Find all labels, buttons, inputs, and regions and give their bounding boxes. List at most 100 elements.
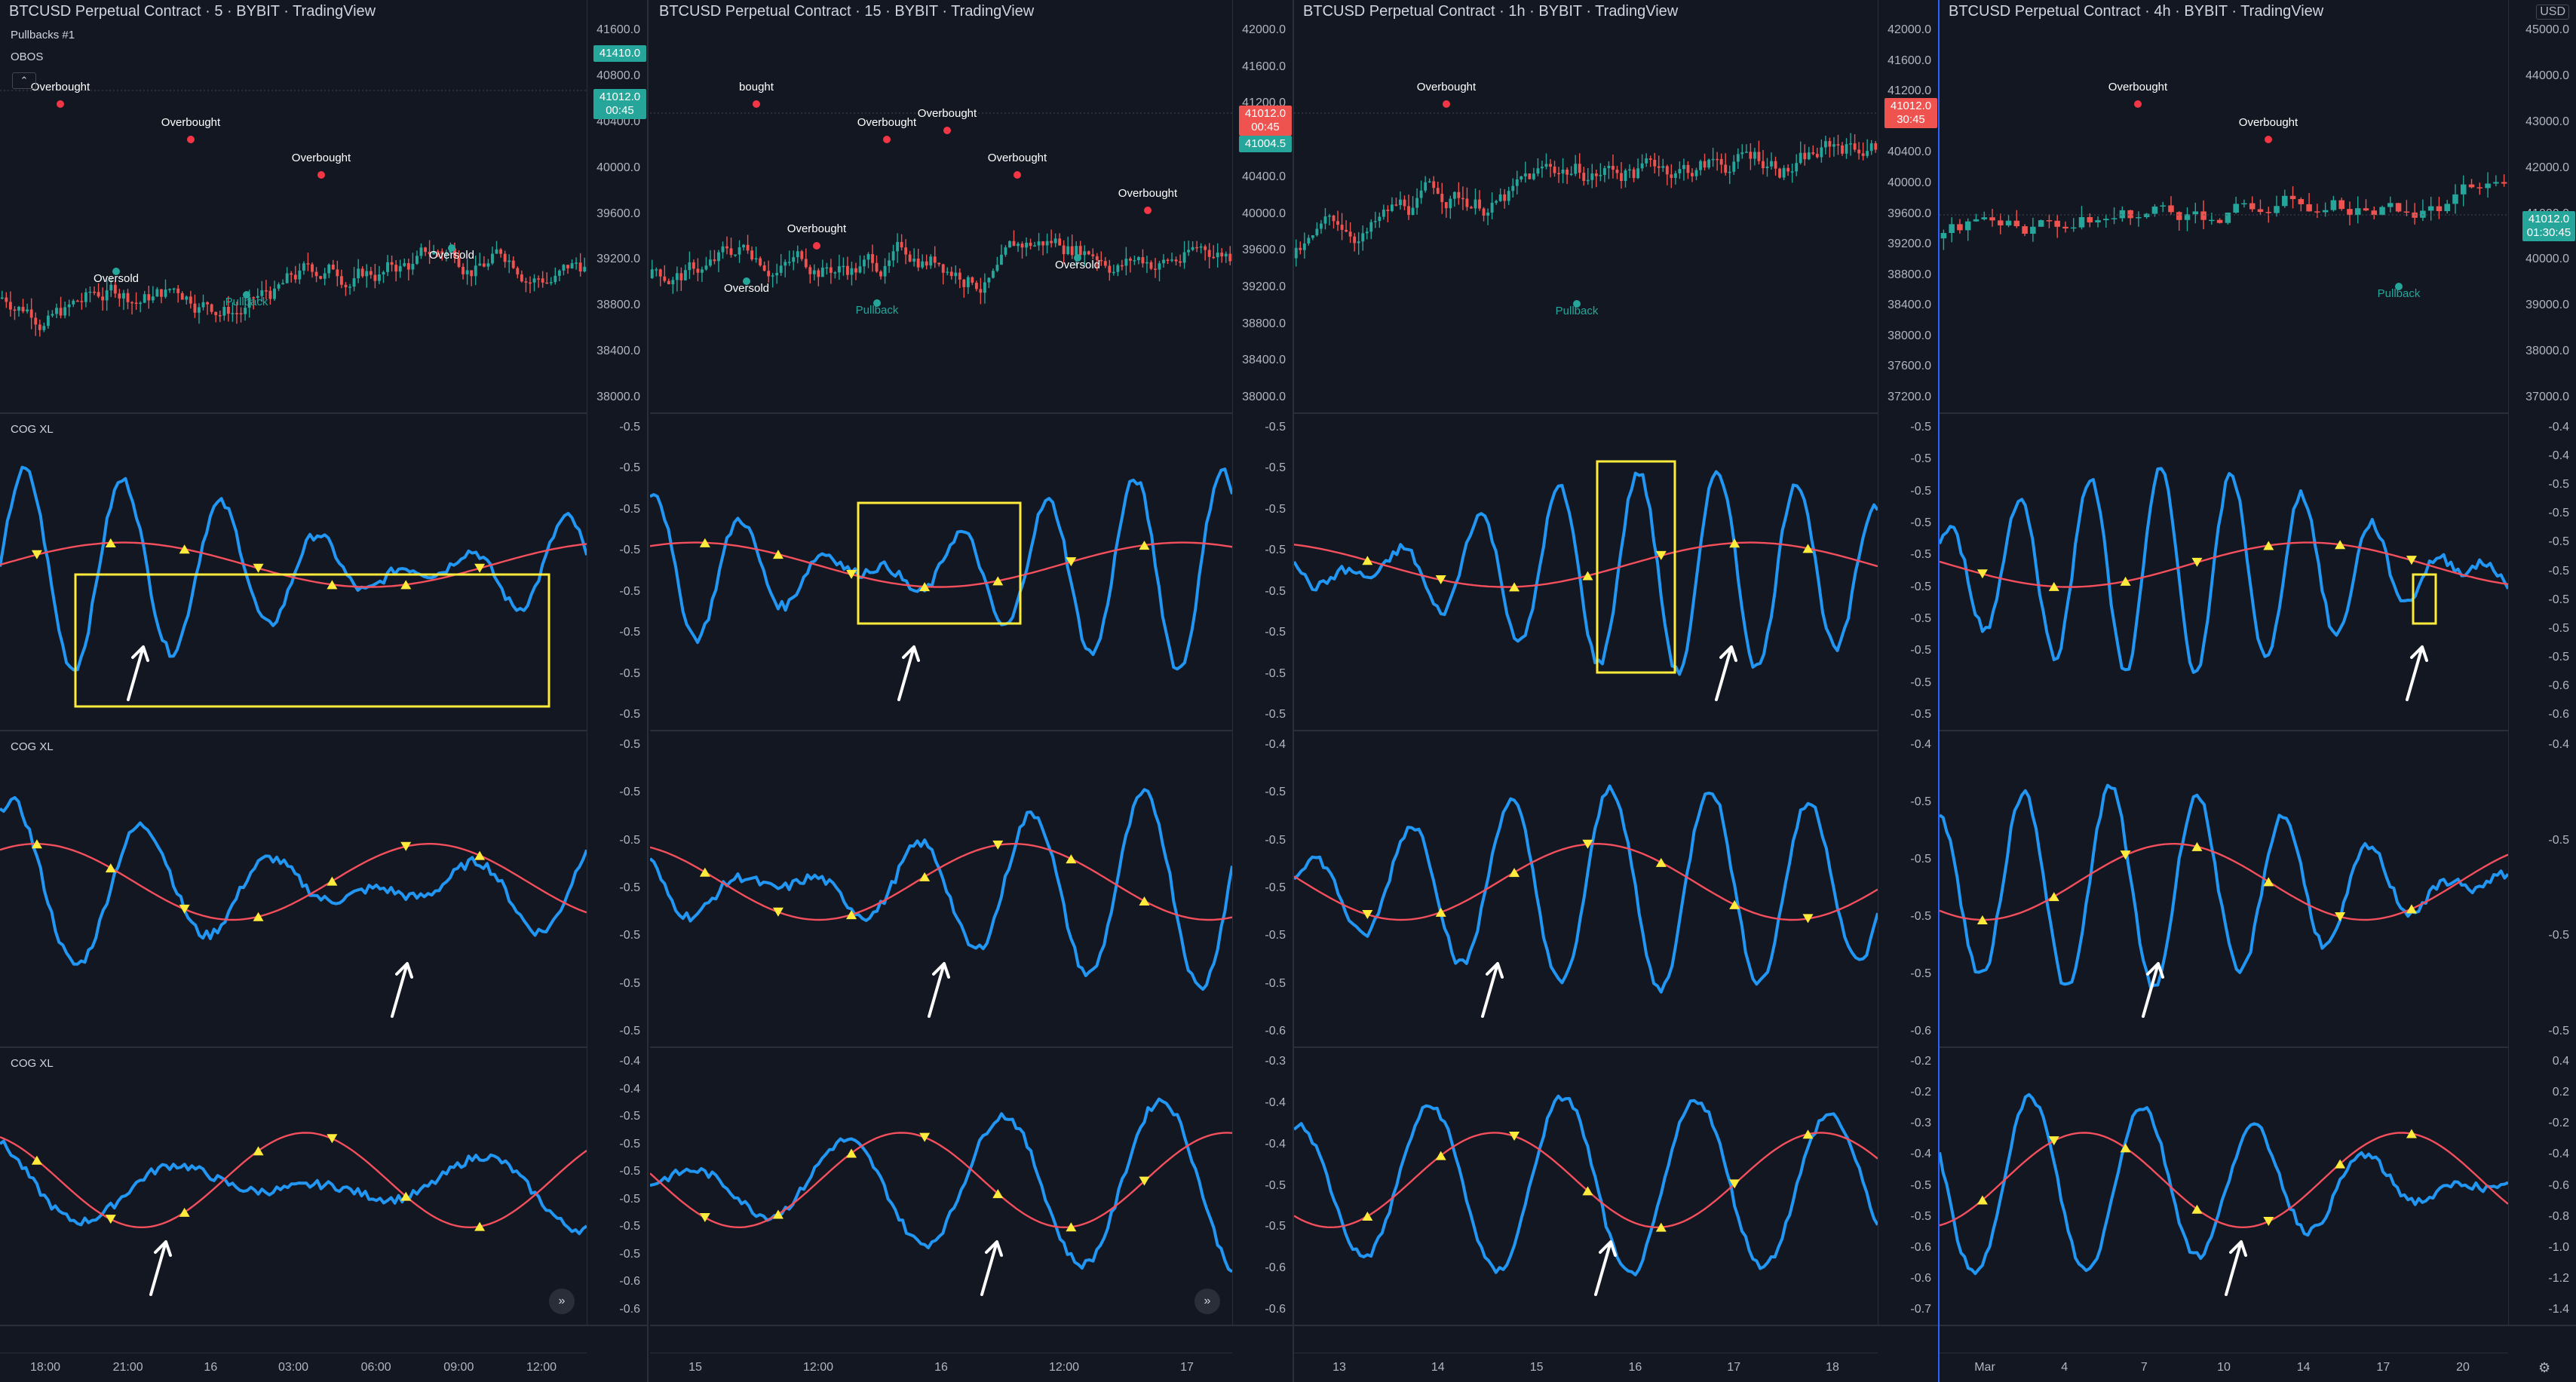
- bullish-cross-marker: [2120, 1143, 2131, 1153]
- price-scale[interactable]: 41600.0 40800.0 40400.0 40000.0 39600.0 39200…: [587, 0, 647, 412]
- chart-title[interactable]: BTCUSD Perpetual Contract · 1h · BYBIT ·…: [1303, 3, 1679, 20]
- oscillator-pane-2[interactable]: -0.5 -0.5 -0.5 -0.5 -0.5 -0.5 -0.5 COG XL: [0, 730, 647, 1048]
- candle-body: [974, 283, 978, 290]
- oscillator-pane-3[interactable]: 0.4 0.2 -0.2 -0.4 -0.6 -0.8 -1.0 -1.2 -1.4: [1940, 1046, 2576, 1326]
- price-plot[interactable]: Overbought Overbought Overbought Oversold Ov…: [0, 0, 587, 412]
- signal-label: Overbought: [857, 116, 917, 129]
- time-tick-label: 12:00: [802, 1361, 834, 1374]
- chevron-up-icon[interactable]: ⌃: [12, 72, 36, 89]
- candle-body: [1553, 166, 1556, 173]
- candle-body: [933, 256, 937, 263]
- price-scale[interactable]: -0.2 -0.2 -0.3 -0.4 -0.5 -0.5 -0.6 -0.6 -0.7: [1878, 1046, 1938, 1325]
- oscillator-pane-3[interactable]: -0.3 -0.4 -0.4 -0.5 -0.5 -0.6 -0.6 »: [650, 1046, 1293, 1326]
- chart-title[interactable]: BTCUSD Perpetual Contract · 15 · BYBIT ·…: [659, 3, 1035, 20]
- currency-selector[interactable]: USD: [2536, 5, 2569, 20]
- oscillator-plot[interactable]: [0, 1046, 587, 1325]
- price-plot[interactable]: Overbought Pullback: [1294, 0, 1878, 412]
- time-axis[interactable]: 18:00 21:00 16 03:00 06:00 09:00 12:00: [0, 1353, 587, 1382]
- oscillator-pane-3[interactable]: -0.2 -0.2 -0.3 -0.4 -0.5 -0.5 -0.6 -0.6 -0.7: [1294, 1046, 1938, 1326]
- chart-column-3: Overbought Pullback 42000.0 41600.0 41200.0 4…: [1294, 0, 1938, 1382]
- oscillator-pane-1[interactable]: -0.4 -0.4 -0.5 -0.5 -0.5 -0.5 -0.5 -0.5 -0.5 -0.6…: [1940, 412, 2576, 731]
- oscillator-tick-label: -0.5: [1910, 516, 1931, 529]
- oscillator-plot[interactable]: [650, 412, 1232, 730]
- price-scale[interactable]: -0.4 -0.5 -0.5 -0.5: [2508, 730, 2576, 1046]
- price-pane[interactable]: Overbought Pullback 42000.0 41600.0 41200.0 4…: [1294, 0, 1938, 414]
- oscillator-pane-3[interactable]: -0.4 -0.4 -0.5 -0.5 -0.5 -0.5 -0.5 -0.5 -0.6 -0.6…: [0, 1046, 647, 1326]
- price-pane[interactable]: Overbought Overbought Overbought Oversold Ov…: [0, 0, 647, 414]
- candle-body: [1369, 222, 1373, 232]
- oscillator-tick-label: -0.5: [1910, 1178, 1931, 1192]
- bearish-cross-marker: [1435, 575, 1446, 585]
- candle-body: [1544, 164, 1548, 167]
- oscillator-title[interactable]: COG XL: [11, 1057, 54, 1070]
- price-scale[interactable]: 42000.041600.041200.040800.040400.040000…: [1878, 0, 1938, 412]
- candle-body: [750, 250, 754, 260]
- price-scale[interactable]: -0.4 -0.5 -0.5 -0.5 -0.5 -0.5 -0.6: [1232, 730, 1293, 1046]
- price-scale[interactable]: -0.5 -0.5 -0.5 -0.5 -0.5 -0.5 -0.5 -0.5 -0.5 -0.5: [1878, 412, 1938, 730]
- gear-icon[interactable]: ⚙: [2538, 1360, 2551, 1375]
- oscillator-pane-2[interactable]: -0.4 -0.5 -0.5 -0.5: [1940, 730, 2576, 1048]
- pullback-marker: [1573, 300, 1581, 308]
- oscillator-title[interactable]: COG XL: [11, 423, 54, 436]
- oscillator-plot[interactable]: [0, 412, 587, 730]
- oscillator-plot[interactable]: [1940, 1046, 2508, 1325]
- candle-body: [386, 262, 389, 272]
- oscillator-tick-label: -0.4: [1265, 1095, 1286, 1109]
- oscillator-plot[interactable]: [650, 730, 1232, 1046]
- oscillator-title[interactable]: COG XL: [11, 740, 54, 753]
- candle-body: [1786, 167, 1790, 172]
- price-plot[interactable]: Overbought Overbought Pullback: [1940, 0, 2508, 412]
- candle-body: [775, 272, 779, 276]
- chart-title[interactable]: BTCUSD Perpetual Contract · 4h · BYBIT ·…: [1949, 3, 2324, 20]
- price-scale[interactable]: -0.3 -0.4 -0.4 -0.5 -0.5 -0.6 -0.6: [1232, 1046, 1293, 1325]
- candle-body: [921, 261, 925, 268]
- overbought-marker: [2134, 100, 2142, 108]
- chart-title[interactable]: BTCUSD Perpetual Contract · 5 · BYBIT · …: [9, 3, 376, 20]
- time-axis[interactable]: 15 12:00 16 12:00 17: [650, 1353, 1232, 1382]
- double-chevron-right-icon[interactable]: »: [1194, 1289, 1220, 1314]
- oscillator-plot[interactable]: [1940, 412, 2508, 730]
- price-plot[interactable]: bought Overbought Overbought Overbought Over…: [650, 0, 1232, 412]
- candle-body: [2420, 210, 2426, 218]
- oscillator-plot[interactable]: [650, 1046, 1232, 1325]
- indicator-legend-label[interactable]: OBOS: [11, 51, 44, 63]
- price-pane[interactable]: Overbought Overbought Pullback 45000.0 44000…: [1940, 0, 2576, 414]
- price-scale[interactable]: 0.4 0.2 -0.2 -0.4 -0.6 -0.8 -1.0 -1.2 -1.4: [2508, 1046, 2576, 1325]
- candle-body: [549, 282, 553, 283]
- price-scale[interactable]: -0.4 -0.4 -0.5 -0.5 -0.5 -0.5 -0.5 -0.5 -0.5 -0.6…: [2508, 412, 2576, 730]
- indicator-legend-label[interactable]: Pullbacks #1: [11, 29, 75, 41]
- oscillator-pane-1[interactable]: -0.5 -0.5 -0.5 -0.5 -0.5 -0.5 -0.5 -0.5 COG XL: [0, 412, 647, 731]
- price-scale[interactable]: -0.4 -0.4 -0.5 -0.5 -0.5 -0.5 -0.5 -0.5 -0.6 -0.6: [587, 1046, 647, 1325]
- price-pane[interactable]: bought Overbought Overbought Overbought Over…: [650, 0, 1293, 414]
- oscillator-pane-1[interactable]: -0.5 -0.5 -0.5 -0.5 -0.5 -0.5 -0.5 -0.5 -0.5 -0.5: [1294, 412, 1938, 731]
- oscillator-plot[interactable]: [1294, 412, 1878, 730]
- oscillator-plot[interactable]: [1940, 730, 2508, 1046]
- oscillator-plot[interactable]: [1294, 730, 1878, 1046]
- price-tag: 41012.0 30:45: [1884, 98, 1937, 128]
- candle-body: [344, 284, 348, 287]
- time-axis[interactable]: 13 14 15 16 17 18: [1294, 1353, 1878, 1382]
- candle-body: [1062, 245, 1066, 255]
- price-scale[interactable]: -0.5 -0.5 -0.5 -0.5 -0.5 -0.5 -0.5 -0.5: [587, 412, 647, 730]
- candle-body: [2403, 211, 2410, 213]
- oscillator-pane-1[interactable]: -0.5 -0.5 -0.5 -0.5 -0.5 -0.5 -0.5 -0.5: [650, 412, 1293, 731]
- candle-body: [1224, 253, 1228, 257]
- candle-body: [474, 265, 477, 277]
- oscillator-pane-2[interactable]: -0.4 -0.5 -0.5 -0.5 -0.5 -0.6: [1294, 730, 1938, 1048]
- price-scale[interactable]: 45000.044000.043000.042000.041000.040000…: [2508, 0, 2576, 412]
- oscillator-pane-2[interactable]: -0.4 -0.5 -0.5 -0.5 -0.5 -0.5 -0.6: [650, 730, 1293, 1048]
- candle-body: [1474, 199, 1477, 209]
- oscillator-plot[interactable]: [0, 730, 587, 1046]
- price-scale[interactable]: -0.4 -0.5 -0.5 -0.5 -0.5 -0.6: [1878, 730, 1938, 1046]
- oscillator-plot[interactable]: [1294, 1046, 1878, 1325]
- price-scale[interactable]: -0.5 -0.5 -0.5 -0.5 -0.5 -0.5 -0.5: [587, 730, 647, 1046]
- price-scale[interactable]: -0.5 -0.5 -0.5 -0.5 -0.5 -0.5 -0.5 -0.5: [1232, 412, 1293, 730]
- time-axis[interactable]: Mar 4 7 10 14 17 20: [1940, 1353, 2508, 1382]
- candle-body: [1212, 256, 1216, 259]
- oscillator-tick-label: -0.5: [619, 1110, 640, 1123]
- double-chevron-right-icon[interactable]: »: [549, 1289, 575, 1314]
- price-scale[interactable]: 42000.041600.041200.040800.040400.040000…: [1232, 0, 1293, 412]
- signal-label: Overbought: [161, 116, 221, 129]
- candle-body: [2070, 227, 2077, 229]
- price-tag: 41012.0 01:30:45: [2522, 211, 2575, 241]
